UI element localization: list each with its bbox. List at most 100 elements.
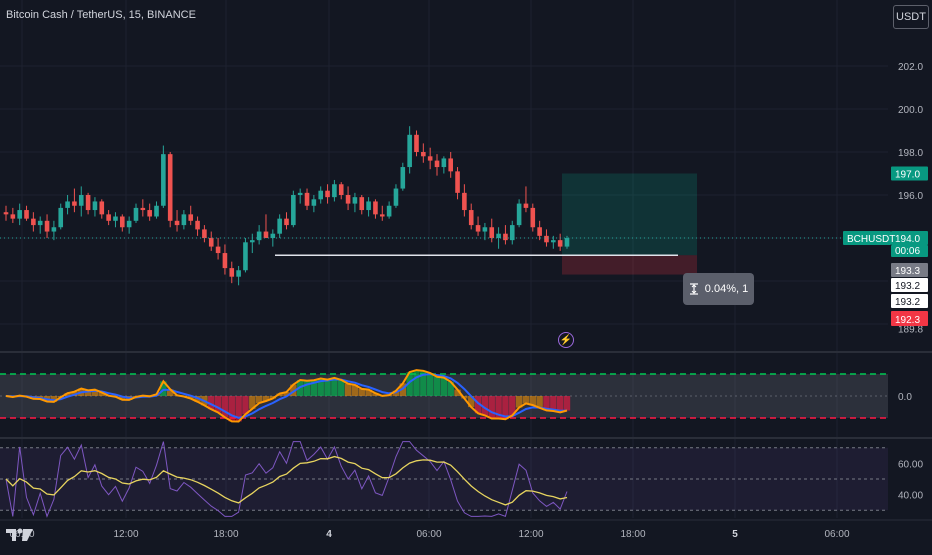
candle-body [209, 238, 214, 247]
rsi-axis-tick: 40.00 [898, 491, 923, 502]
candle-body [127, 221, 132, 227]
entry-price-label: 193.2 [895, 297, 920, 308]
oscillator-histogram-bar [229, 396, 235, 421]
measure-tooltip: 0.04%, 1 [683, 273, 754, 305]
candle-body [544, 236, 549, 242]
candle-body [565, 238, 570, 247]
candle-body [168, 154, 173, 221]
candle-body [58, 208, 63, 227]
price-axis-tick: 200.0 [898, 105, 923, 116]
candle-body [38, 221, 43, 225]
candle-body [414, 135, 419, 152]
candle-body [551, 240, 556, 242]
candle-body [24, 210, 29, 219]
candle-body [298, 193, 303, 195]
candle-body [86, 195, 91, 210]
candle-body [401, 167, 406, 189]
candle-body [305, 193, 310, 206]
symbol-tag: BCHUSDT [847, 234, 895, 245]
currency-button[interactable]: USDT [893, 5, 929, 29]
price-axis-tick: 196.0 [898, 191, 923, 202]
entry-price-label: 193.2 [895, 281, 920, 292]
candle-body [141, 208, 146, 210]
time-axis-tick: 06:00 [416, 529, 441, 540]
candle-body [106, 214, 111, 220]
candle-body [394, 189, 399, 206]
candle-body [476, 225, 481, 231]
candle-body [271, 234, 276, 238]
time-axis-tick: 4 [326, 529, 332, 540]
candle-body [11, 214, 16, 218]
candle-body [79, 195, 84, 206]
candle-body [134, 208, 139, 221]
candle-body [93, 201, 98, 210]
candle-body [503, 234, 508, 240]
candle-body [517, 204, 522, 226]
candle-body [489, 227, 494, 238]
candle-body [264, 232, 269, 238]
candle-body [373, 201, 378, 214]
time-axis-tick: 12:00 [518, 529, 543, 540]
price-label: 193.3 [895, 266, 920, 277]
candle-body [31, 219, 36, 225]
candle-body [223, 253, 228, 268]
candle-body [558, 240, 563, 246]
oscillator-histogram-bar [338, 380, 344, 396]
bar-countdown-label: 00:06 [895, 246, 920, 257]
time-axis-tick: 18:00 [213, 529, 238, 540]
oscillator-histogram-bar [441, 378, 447, 396]
candle-body [154, 206, 159, 217]
tradingview-logo-icon[interactable] [6, 527, 34, 545]
candle-body [332, 184, 337, 197]
last-price-label: 194.0 [895, 234, 920, 245]
long-position-stop-zone [562, 255, 697, 274]
candle-body [483, 227, 488, 231]
lightning-icon[interactable]: ⚡ [558, 332, 574, 348]
oscillator-axis-tick: 0.0 [898, 392, 912, 403]
candle-body [469, 210, 474, 225]
candle-body [407, 135, 412, 167]
candle-body [421, 152, 426, 156]
candle-body [243, 242, 248, 270]
oscillator-histogram-bar [523, 396, 529, 403]
candle-body [530, 208, 535, 227]
oscillator-histogram-bar [434, 377, 440, 396]
candle-body [45, 221, 50, 232]
candle-body [346, 195, 351, 204]
time-axis-tick: 06:00 [824, 529, 849, 540]
oscillator-histogram-bar [427, 373, 433, 396]
price-axis-tick: 198.0 [898, 148, 923, 159]
candle-body [284, 219, 289, 225]
candle-body [524, 204, 529, 208]
candle-body [537, 227, 542, 236]
price-axis-tick: 202.0 [898, 62, 923, 73]
candle-body [353, 197, 358, 203]
candle-body [188, 214, 193, 220]
candle-body [120, 217, 125, 228]
candle-body [257, 232, 262, 241]
candle-body [455, 171, 460, 193]
candle-body [72, 201, 77, 205]
ruler-vertical-icon [689, 283, 699, 295]
symbol-title: Bitcoin Cash / TetherUS, 15, BINANCE [6, 9, 196, 21]
oscillator-histogram-bar [324, 380, 330, 396]
candle-body [175, 221, 180, 225]
candle-body [428, 156, 433, 160]
time-axis-tick: 18:00 [620, 529, 645, 540]
candle-body [312, 199, 317, 205]
candle-body [229, 268, 234, 277]
candle-body [380, 214, 385, 216]
candle-body [250, 240, 255, 242]
candle-body [216, 247, 221, 253]
oscillator-histogram-bar [345, 384, 351, 396]
oscillator-histogram-bar [489, 396, 495, 418]
candle-body [99, 201, 104, 214]
candle-body [291, 195, 296, 225]
candle-body [496, 234, 501, 238]
candle-body [435, 161, 440, 167]
candle-body [236, 270, 241, 276]
candle-body [448, 158, 453, 171]
candle-body [339, 184, 344, 195]
